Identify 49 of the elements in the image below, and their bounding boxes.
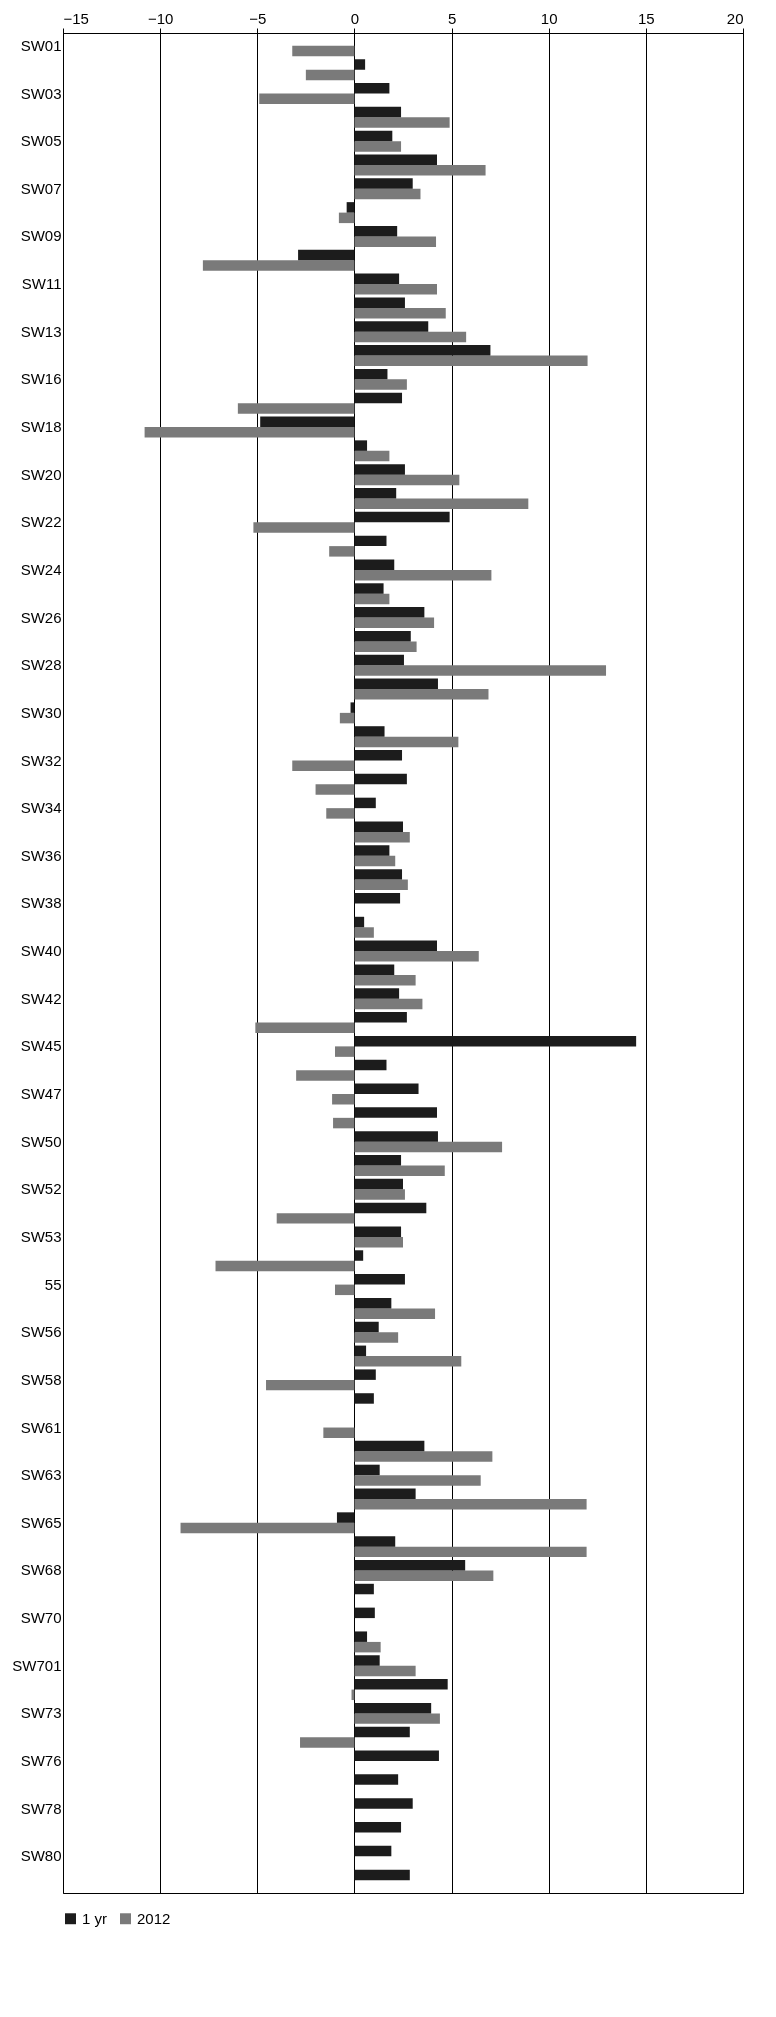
y-tick-label: SW56 <box>20 1323 62 1341</box>
y-tick-label: SW01 <box>20 36 62 54</box>
y-tick-label: SW47 <box>20 1085 62 1103</box>
y-tick-label: SW68 <box>20 1561 62 1579</box>
y-tick-label: SW38 <box>20 894 62 912</box>
y-tick-label: SW05 <box>20 132 62 150</box>
y-tick-label: SW70 <box>20 1609 62 1627</box>
y-tick-label: SW78 <box>20 1799 62 1817</box>
y-tick-label: SW11 <box>21 275 62 293</box>
y-tick-label: SW50 <box>20 1132 62 1150</box>
x-tick-label: 0 <box>350 9 360 27</box>
y-tick-label: SW16 <box>20 370 62 388</box>
y-tick-label: SW53 <box>20 1227 62 1245</box>
y-tick-label: 55 <box>44 1275 62 1293</box>
x-tick-label: 10 <box>540 9 558 27</box>
y-tick-label: SW42 <box>20 989 62 1007</box>
y-tick-label: SW18 <box>20 418 62 436</box>
y-tick-label: SW13 <box>20 322 62 340</box>
y-tick-label: SW63 <box>20 1466 62 1484</box>
y-tick-label: SW40 <box>20 942 62 960</box>
y-tick-label: SW52 <box>20 1180 62 1198</box>
y-tick-label: SW09 <box>20 227 62 245</box>
x-tick-label: 20 <box>726 9 744 27</box>
y-tick-label: SW30 <box>20 703 62 721</box>
x-tick-label: −15 <box>63 9 89 27</box>
x-tick-label: −5 <box>249 9 267 27</box>
y-tick-label: SW03 <box>20 84 62 102</box>
y-tick-label: SW36 <box>20 846 62 864</box>
y-tick-label: SW45 <box>20 1037 62 1055</box>
y-tick-label: SW32 <box>20 751 62 769</box>
x-tick-label: 15 <box>638 9 655 27</box>
y-tick-label: SW22 <box>20 513 62 531</box>
y-tick-label: SW26 <box>20 608 62 626</box>
legend-label: 1 yr <box>82 1909 108 1927</box>
x-tick-label: 5 <box>447 9 457 27</box>
y-tick-label: SW65 <box>20 1513 62 1531</box>
y-tick-label: SW76 <box>20 1752 62 1770</box>
y-tick-label: SW61 <box>20 1418 62 1436</box>
y-tick-label: SW58 <box>20 1370 62 1388</box>
y-tick-label: SW20 <box>20 465 62 483</box>
y-tick-label: SW24 <box>20 560 62 578</box>
x-tick-label: −10 <box>147 9 174 27</box>
y-tick-label: SW34 <box>20 799 62 817</box>
y-tick-label: SW80 <box>20 1847 62 1865</box>
y-tick-label: SW73 <box>20 1704 62 1722</box>
y-tick-label: SW28 <box>20 656 62 674</box>
y-tick-label: SW701 <box>12 1656 62 1674</box>
legend-label: 2012 <box>137 1909 171 1927</box>
y-tick-label: SW07 <box>20 179 62 197</box>
